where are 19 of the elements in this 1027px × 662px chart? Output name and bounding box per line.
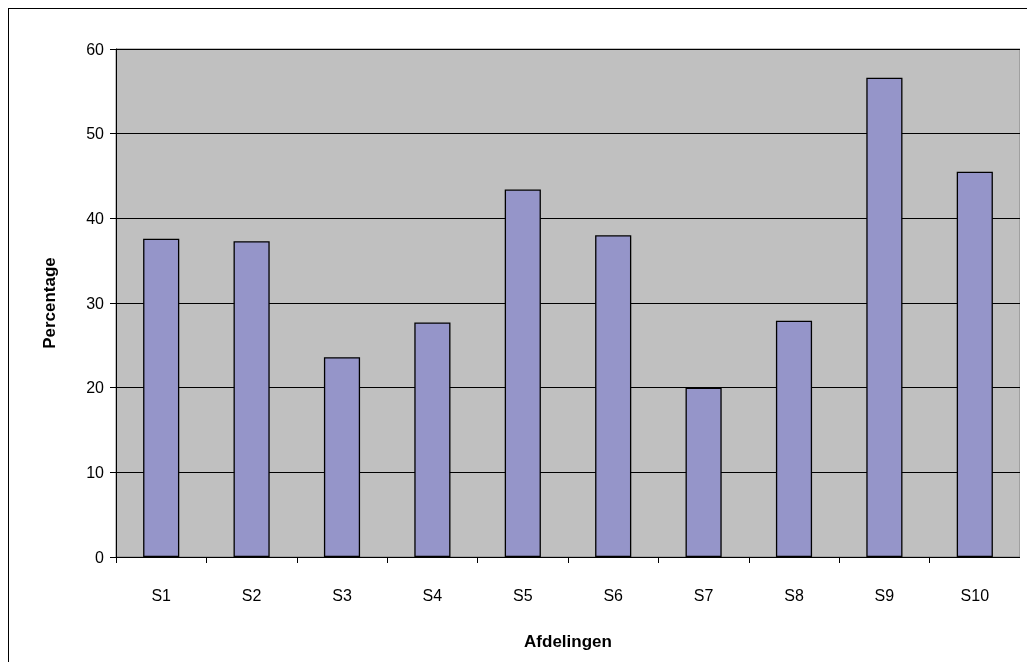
y-tick-label: 20 [86,379,105,397]
y-tick-label: 60 [86,40,105,58]
y-tick-label: 0 [95,548,105,566]
y-tick-label: 40 [86,209,105,227]
x-tick-label: S10 [960,586,990,604]
x-tick-label: S6 [603,586,624,604]
y-tick-label: 50 [86,125,105,143]
x-tick-label: S7 [693,586,714,604]
x-tick-label: S4 [422,586,443,604]
x-tick-label: S2 [241,586,262,604]
y-axis-title: Percentage [40,257,59,349]
y-tick-label: 10 [86,463,105,481]
y-tick-label: 30 [86,294,105,312]
x-tick-label: S3 [332,586,352,604]
x-tick-label: S5 [513,586,533,604]
x-tick-label: S8 [784,586,804,604]
x-tick-label: S1 [151,586,172,604]
x-tick-label: S9 [874,586,895,604]
x-axis-title: Afdelingen [524,632,612,651]
